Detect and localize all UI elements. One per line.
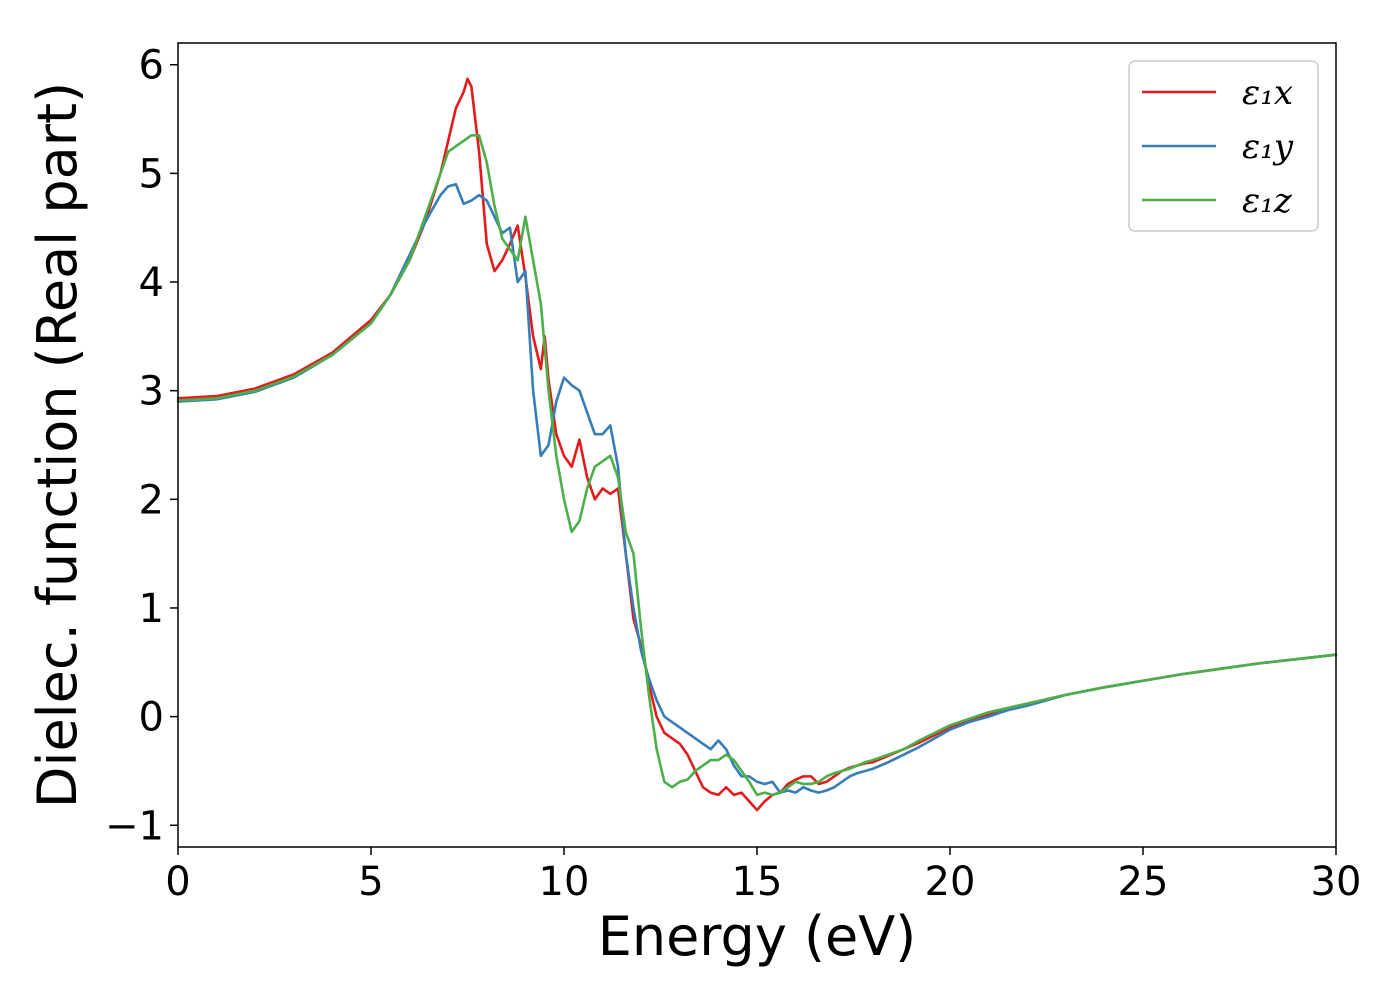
x-tick-label: 20	[925, 859, 976, 905]
legend-label-2: ε₁y	[1242, 127, 1294, 167]
y-tick-label: 5	[139, 151, 164, 197]
y-tick-label: −1	[105, 803, 164, 849]
y-tick-label: 2	[139, 477, 164, 523]
y-tick-label: 3	[139, 369, 164, 415]
x-tick-label: 5	[358, 859, 383, 905]
legend-label-1: ε₁x	[1242, 73, 1293, 113]
series-line-2	[176, 182, 1338, 794]
y-axis-label: Dielec. function (Real part)	[26, 82, 89, 808]
x-tick-label: 10	[539, 859, 590, 905]
x-tick-label: 15	[732, 859, 783, 905]
x-axis: 0 5 10 15 20 25 30	[165, 847, 1361, 905]
y-tick-label: 4	[139, 260, 164, 306]
y-tick-label: 0	[139, 695, 164, 741]
y-axis: −1 0 1 2 3 4 5 6	[105, 43, 178, 849]
series-line-3	[176, 134, 1338, 797]
y-tick-label: 6	[139, 43, 164, 89]
x-tick-label: 0	[165, 859, 190, 905]
series-line-1	[176, 77, 1338, 812]
y-tick-label: 1	[139, 586, 164, 632]
legend-box	[1128, 60, 1319, 232]
series-layer	[176, 77, 1338, 812]
legend-label-3: ε₁z	[1242, 181, 1293, 221]
x-axis-label: Energy (eV)	[598, 905, 917, 968]
legend: ε₁x ε₁y ε₁z	[1128, 60, 1319, 232]
x-tick-label: 30	[1311, 859, 1362, 905]
x-tick-label: 25	[1118, 859, 1169, 905]
